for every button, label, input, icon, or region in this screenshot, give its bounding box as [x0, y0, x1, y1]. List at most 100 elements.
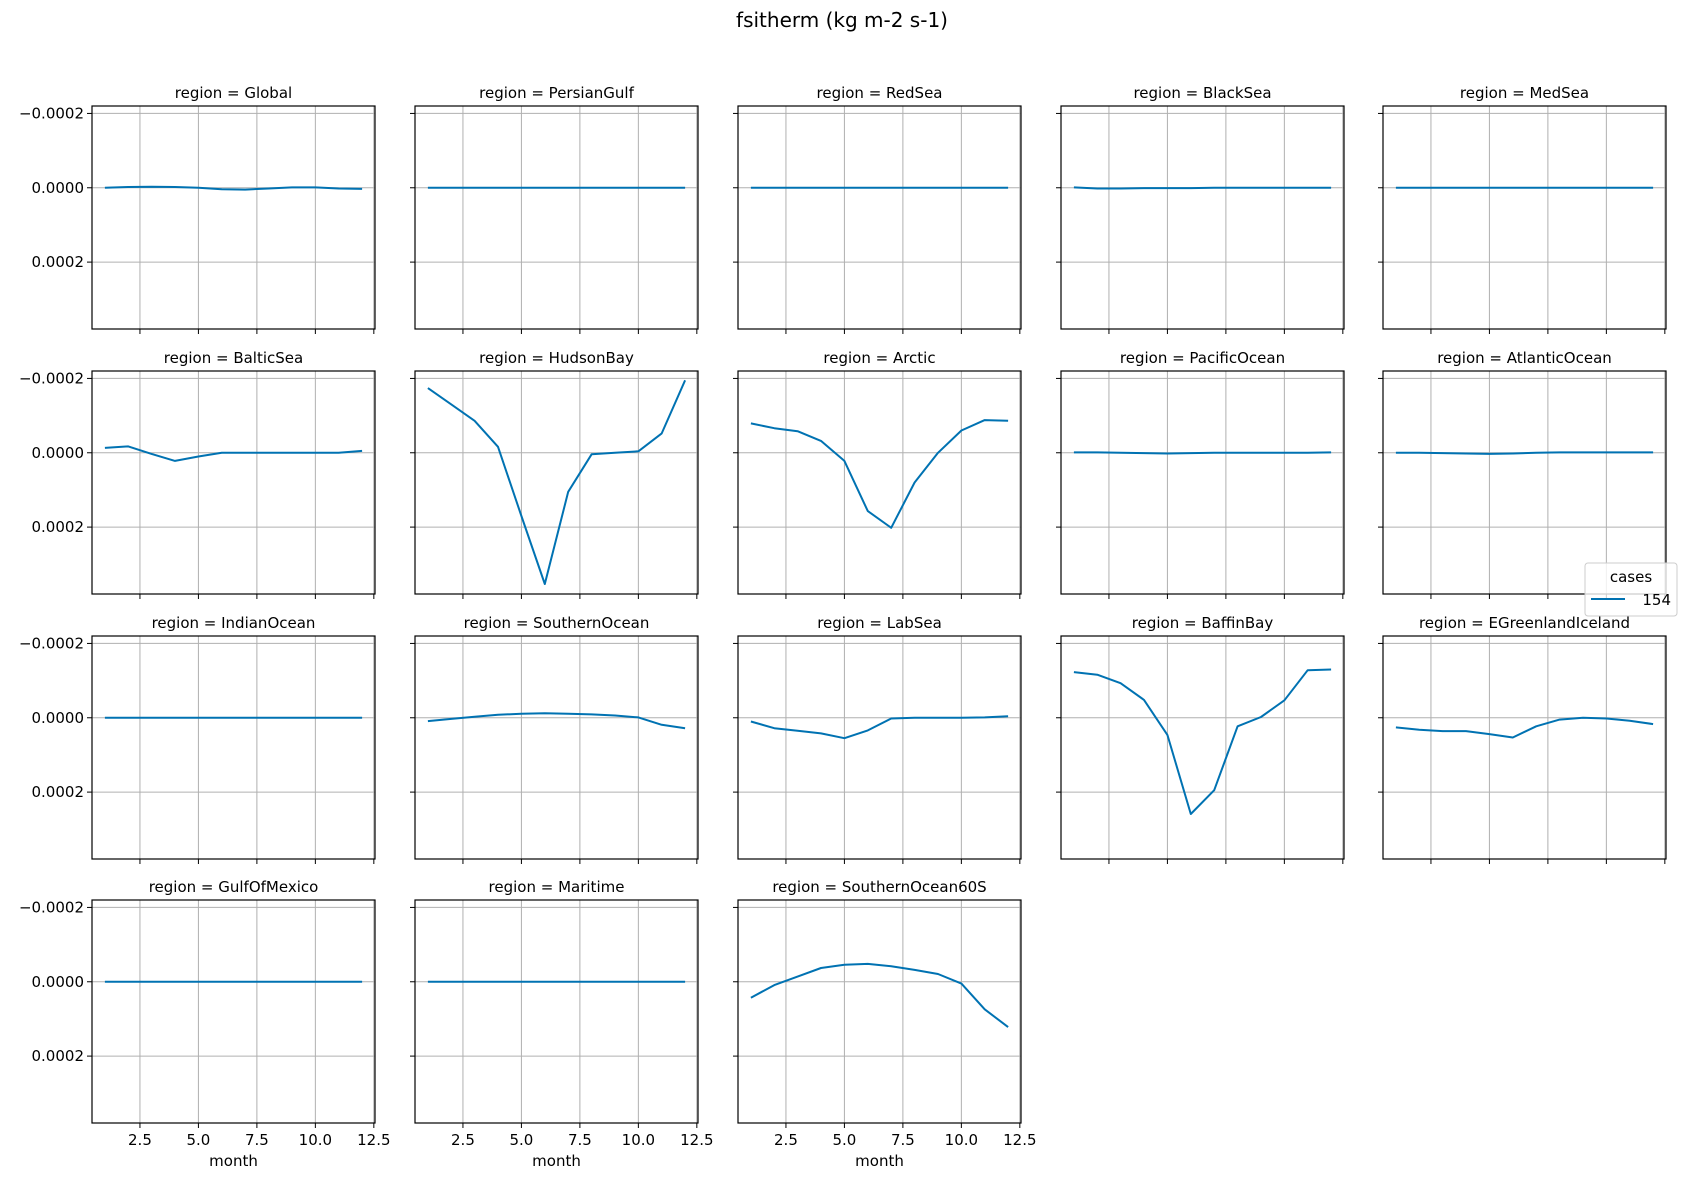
panel-southernocean60s: region = SouthernOcean60S 2.5 5.0 7.5 10.0 12… [733, 878, 1037, 1170]
axes-frame [91, 635, 376, 860]
panel-gulfofmexico: region = GulfOfMexico −0.0002 0.0000 0.0002… [19, 878, 391, 1170]
axes-frame [414, 899, 699, 1124]
panel-southernocean: region = SouthernOcean [410, 614, 699, 864]
panel-baffinbay: region = BaffinBay [1056, 614, 1345, 864]
series-line-154 [427, 712, 686, 730]
panel-title: region = AtlanticOcean [1437, 349, 1612, 367]
x-tick-label: 7.5 [245, 1131, 269, 1149]
axes-frame [1060, 635, 1345, 860]
x-tick-label: 7.5 [891, 1131, 915, 1149]
axes-frame [91, 370, 376, 595]
axes-frame [91, 105, 376, 330]
panel-redsea: region = RedSea [733, 84, 1022, 334]
axes-frame [737, 370, 1022, 595]
panel-maritime: region = Maritime 2.5 5.0 7.5 10.0 12.5 month [410, 878, 714, 1170]
panel-title: region = Arctic [823, 349, 935, 367]
panel-balticsea: region = BalticSea −0.0002 0.0000 0.0002 [19, 349, 376, 599]
series-line-154 [1073, 186, 1332, 190]
x-tick-label: 5.0 [509, 1131, 533, 1149]
panel-arctic: region = Arctic [733, 349, 1022, 599]
series-line-154 [104, 185, 363, 191]
axes-frame [1382, 105, 1667, 330]
y-tick-label: −0.0002 [19, 634, 84, 652]
panel-persiangulf: region = PersianGulf [410, 84, 699, 334]
series-line-154 [750, 715, 1009, 740]
panel-egreenlandiceland: region = EGreenlandIceland [1378, 614, 1667, 864]
panel-title: region = PersianGulf [479, 84, 634, 102]
panel-title: region = SouthernOcean60S [772, 878, 986, 896]
series-line-154 [1395, 451, 1654, 455]
legend-entry-label: 154 [1642, 591, 1671, 609]
series-line-154 [1073, 451, 1332, 455]
panel-indianocean: region = IndianOcean −0.0002 0.0000 0.0002 [19, 614, 376, 864]
panel-atlanticocean: region = AtlanticOcean [1378, 349, 1667, 599]
panel-title: region = EGreenlandIceland [1419, 614, 1630, 632]
series-line-154 [750, 419, 1009, 529]
panel-title: region = LabSea [817, 614, 942, 632]
axes-frame [1060, 370, 1345, 595]
x-tick-label: 12.5 [680, 1131, 713, 1149]
y-tick-label: 0.0002 [32, 518, 85, 536]
axes-frame [1060, 105, 1345, 330]
y-tick-label: −0.0002 [19, 369, 84, 387]
y-tick-label: 0.0000 [32, 444, 85, 462]
panel-title: region = IndianOcean [152, 614, 316, 632]
y-tick-label: 0.0000 [32, 973, 85, 991]
series-line-154 [1395, 716, 1654, 739]
x-tick-label: 2.5 [128, 1131, 152, 1149]
axes-frame [737, 105, 1022, 330]
panel-title: region = MedSea [1460, 84, 1589, 102]
x-tick-label: 12.5 [357, 1131, 390, 1149]
y-tick-label: 0.0000 [32, 709, 85, 727]
panel-title: region = GulfOfMexico [149, 878, 319, 896]
legend-title: cases [1610, 568, 1652, 586]
panel-hudsonbay: region = HudsonBay [410, 349, 699, 599]
figure-title: fsitherm (kg m-2 s-1) [736, 8, 948, 32]
y-tick-label: −0.0002 [19, 104, 84, 122]
panel-medsea: region = MedSea [1378, 84, 1667, 334]
panel-title: region = Global [175, 84, 292, 102]
x-tick-label: 2.5 [451, 1131, 475, 1149]
y-tick-label: 0.0002 [32, 1047, 85, 1065]
axes-frame [91, 899, 376, 1124]
axes-frame [414, 105, 699, 330]
panel-global: region = Global −0.0002 0.0000 0.0002 [19, 84, 376, 334]
axes-frame [1382, 370, 1667, 595]
x-axis-label: month [209, 1152, 258, 1170]
x-tick-label: 5.0 [832, 1131, 856, 1149]
panel-title: region = HudsonBay [479, 349, 634, 367]
series-line-154 [1073, 668, 1332, 815]
legend-box [1584, 562, 1678, 617]
series-line-154 [750, 962, 1009, 1028]
axes-frame [414, 370, 699, 595]
y-tick-label: 0.0002 [32, 783, 85, 801]
panel-title: region = RedSea [817, 84, 943, 102]
panel-title: region = BaffinBay [1132, 614, 1274, 632]
y-tick-label: −0.0002 [19, 898, 84, 916]
panel-title: region = PacificOcean [1120, 349, 1285, 367]
panel-labsea: region = LabSea [733, 614, 1022, 864]
series-line-154 [104, 445, 363, 462]
x-axis-label: month [532, 1152, 581, 1170]
x-tick-label: 5.0 [186, 1131, 210, 1149]
panel-title: region = BalticSea [164, 349, 303, 367]
x-tick-label: 12.5 [1003, 1131, 1036, 1149]
x-tick-label: 10.0 [622, 1131, 655, 1149]
legend: cases 154 [1584, 562, 1678, 617]
x-tick-label: 2.5 [774, 1131, 798, 1149]
panel-title: region = SouthernOcean [464, 614, 650, 632]
x-tick-label: 10.0 [299, 1131, 332, 1149]
y-tick-label: 0.0000 [32, 179, 85, 197]
axes-frame [1382, 635, 1667, 860]
panel-pacificocean: region = PacificOcean [1056, 349, 1345, 599]
panel-grid: region = Global−0.00020.00000.0002region… [19, 84, 1667, 1170]
x-axis-label: month [855, 1152, 904, 1170]
series-line-154 [427, 379, 687, 585]
panel-title: region = Maritime [489, 878, 625, 896]
x-tick-label: 10.0 [945, 1131, 978, 1149]
axes-frame [737, 899, 1022, 1124]
axes-frame [737, 635, 1022, 860]
x-tick-label: 7.5 [568, 1131, 592, 1149]
